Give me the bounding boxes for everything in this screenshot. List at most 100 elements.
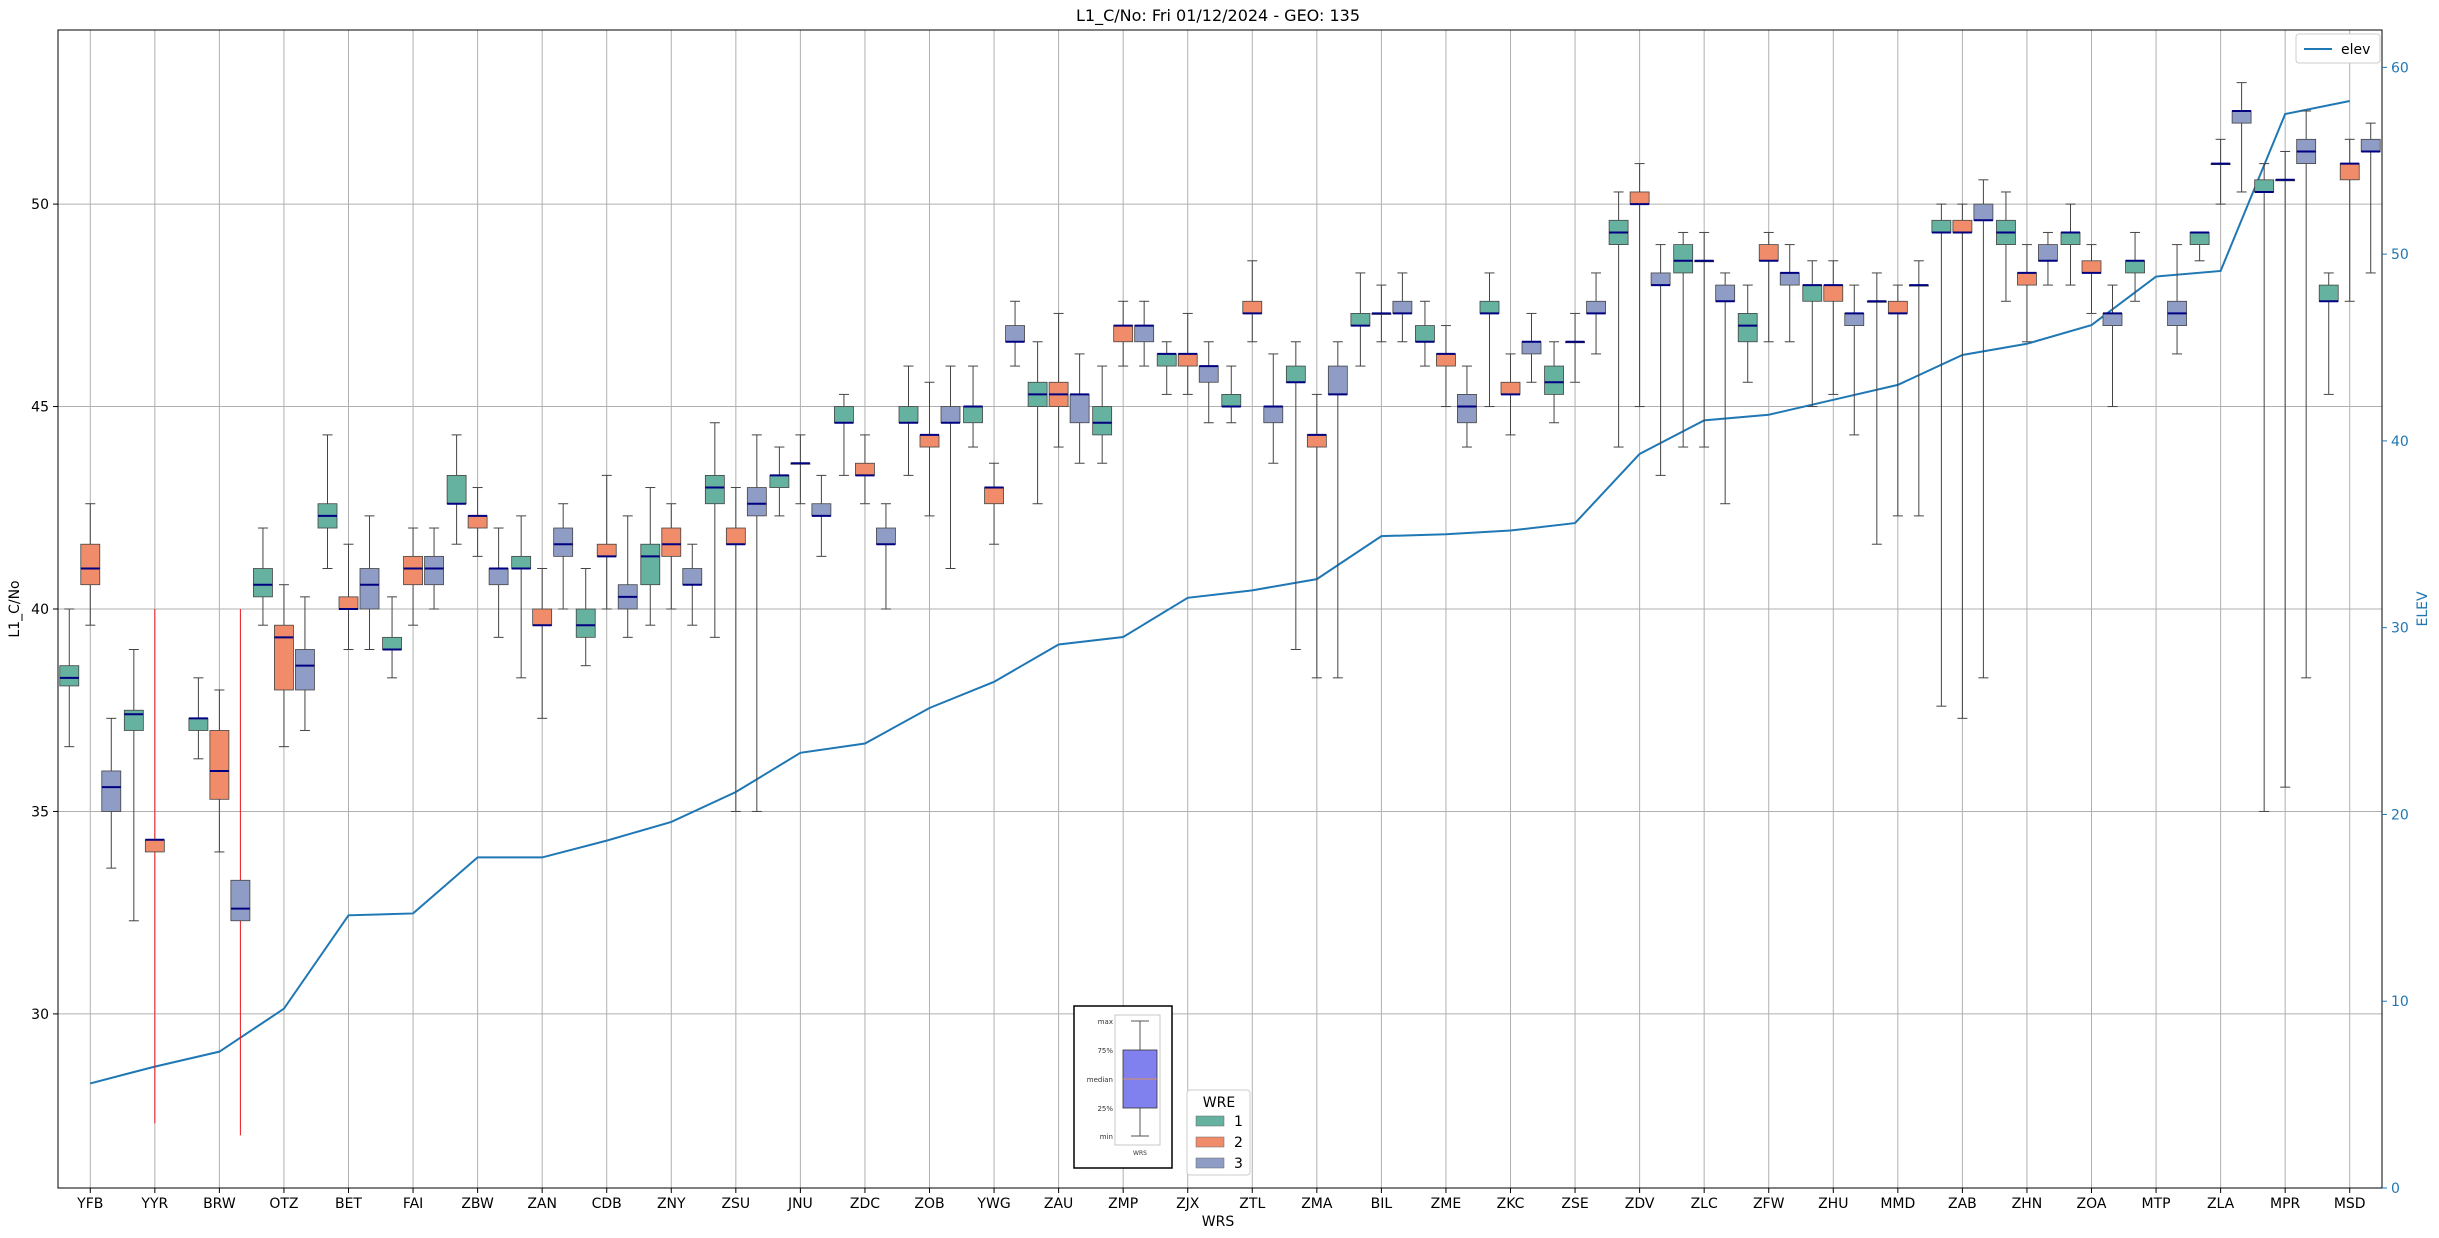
x-tick-label: JNU [787, 1196, 813, 1212]
box-body [424, 555, 444, 586]
box-body [1521, 341, 1542, 355]
x-tick-label: ZSE [1561, 1196, 1588, 1212]
box-zab-wre2 [1952, 203, 1973, 719]
box-body [811, 503, 832, 517]
box-mpr-wre3 [2296, 110, 2317, 679]
x-tick-label: ZOB [914, 1196, 944, 1212]
box-body [1263, 406, 1284, 424]
elev-legend-frame [2295, 33, 2381, 64]
wre-legend: WRE 1 2 3 [1186, 1089, 1251, 1176]
box-ywg-wre2 [984, 462, 1004, 545]
box-mmd-wre3 [1908, 260, 1929, 517]
x-tick-label: ZJX [1176, 1196, 1200, 1212]
wre-legend-label-1: 1 [1234, 1114, 1243, 1130]
box-zme-wre3 [1457, 365, 1477, 448]
box-body [403, 555, 423, 586]
box-body [2318, 284, 2339, 302]
box-zlc-wre2 [1694, 231, 1715, 448]
box-body [596, 543, 617, 557]
box-bil-wre3 [1392, 272, 1413, 343]
x-tick-label: ZHN [2012, 1196, 2043, 1212]
box-body [1650, 272, 1671, 286]
box-bil-wre1 [1350, 272, 1371, 367]
x-tick-label: ZNY [657, 1196, 686, 1212]
box-zkc-wre2 [1500, 353, 1521, 436]
box-body [1844, 313, 1865, 326]
box-zhu-wre1 [1802, 260, 1823, 408]
box-body [1737, 313, 1758, 343]
box-body [2125, 260, 2145, 274]
y2-axis-label: ELEV [2415, 591, 2431, 626]
y-tick-label: 45 [31, 400, 49, 416]
x-tick-label: ZLC [1691, 1196, 1718, 1212]
y-tick-label: 50 [31, 197, 49, 213]
box-body [59, 665, 80, 687]
x-tick-label: ZAU [1044, 1196, 1073, 1212]
box-body [1952, 219, 1973, 233]
box-otz-wre3 [295, 596, 315, 731]
box-zob-wre3 [940, 365, 961, 570]
box-body [640, 543, 661, 586]
box-zfw-wre2 [1758, 231, 1779, 343]
y2-tick-label: 20 [2391, 807, 2409, 823]
box-body [963, 406, 983, 424]
box-zma-wre2 [1306, 393, 1327, 679]
box-body [898, 406, 919, 424]
box-zla-wre1 [2189, 231, 2210, 262]
box-zob-wre2 [919, 381, 940, 517]
box-zfw-wre3 [1779, 244, 1800, 343]
box-zhn-wre3 [2038, 231, 2058, 286]
box-body [704, 474, 725, 505]
box-otz-wre1 [253, 527, 273, 626]
box-zbw-wre2 [467, 487, 488, 557]
box-yfb-wre3 [101, 717, 122, 869]
box-body [144, 839, 165, 853]
box-body [2254, 179, 2275, 193]
box-bet-wre2 [338, 543, 359, 650]
box-zbw-wre1 [446, 434, 467, 545]
axes-layer: 30 35 40 45 50 0 10 20 30 40 50 60 YFB YYR BRW OTZ BET FA… [31, 29, 2409, 1212]
y-tick-label: 30 [31, 1007, 49, 1023]
box-body [1973, 203, 1994, 221]
x-tick-label: ZFW [1753, 1196, 1785, 1212]
box-ztl-wre2 [1242, 260, 1263, 343]
box-body [725, 527, 746, 545]
x-tick-label: YYR [140, 1196, 168, 1212]
box-zse-wre2 [1565, 312, 1585, 383]
box-zkc-wre3 [1521, 312, 1542, 383]
box-body [2038, 244, 2058, 262]
box-body [1415, 325, 1435, 343]
box-body [359, 568, 380, 610]
box-zlc-wre1 [1673, 231, 1694, 448]
x-tick-label: ZBW [461, 1196, 494, 1212]
box-mpr-wre1 [2254, 163, 2275, 812]
box-yyr-wre2 [144, 609, 165, 1124]
box-zau-wre2 [1048, 312, 1069, 448]
box-body [2017, 272, 2037, 286]
box-body [295, 649, 315, 691]
box-zlc-wre3 [1715, 272, 1736, 505]
box-body [1156, 353, 1177, 367]
x-axis-label: WRS [1202, 1214, 1235, 1230]
box-zjx-wre3 [1198, 341, 1219, 424]
box-body [101, 770, 122, 812]
box-zhu-wre2 [1823, 260, 1844, 395]
box-zau-wre1 [1027, 341, 1048, 505]
box-body [855, 462, 875, 476]
y2-tick-label: 30 [2391, 621, 2409, 637]
box-body [2360, 138, 2381, 152]
x-tick-label: BET [335, 1196, 362, 1212]
box-body [1887, 300, 1908, 314]
box-body [553, 527, 574, 557]
box-zla-wre3 [2231, 82, 2252, 193]
box-brw-wre3 [230, 609, 251, 1136]
box-body [1500, 381, 1521, 395]
box-body [2081, 260, 2102, 274]
x-tick-label: ZOA [2077, 1196, 2107, 1212]
box-zme-wre1 [1415, 300, 1435, 367]
box-body [1931, 219, 1952, 233]
x-tick-label: ZAN [527, 1196, 557, 1212]
box-body [1392, 300, 1413, 314]
box-body [230, 879, 251, 922]
box-msd-wre3 [2360, 122, 2381, 274]
